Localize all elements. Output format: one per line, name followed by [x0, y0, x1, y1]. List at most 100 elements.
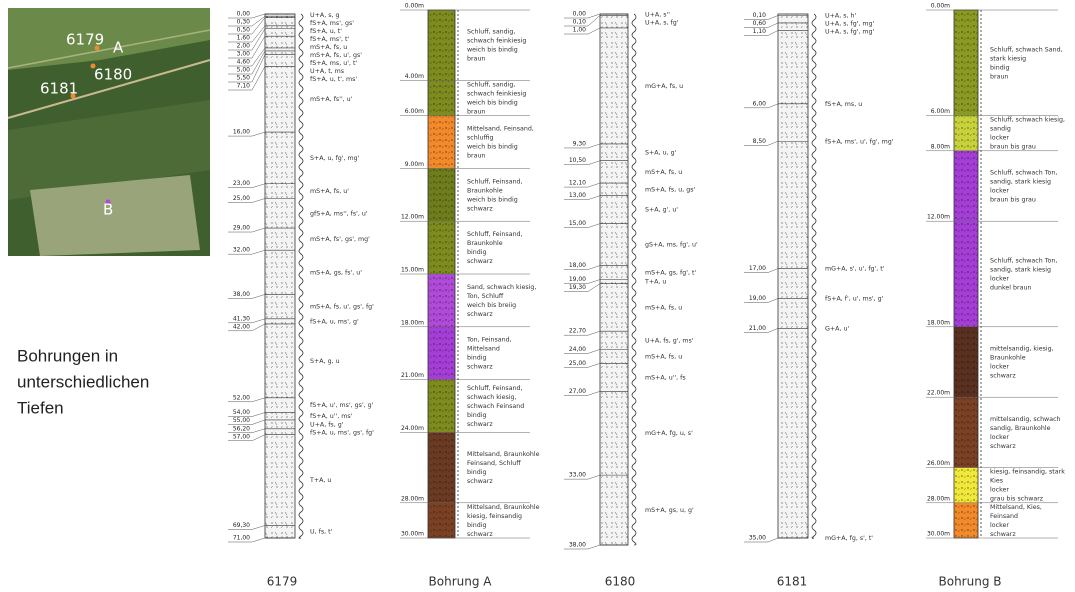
column-name: Bohrung A — [429, 575, 493, 589]
layer-pattern — [954, 327, 978, 397]
depth-label: 38,00 — [569, 542, 586, 549]
layer-pattern — [954, 151, 978, 221]
layer-description: Braunkohle — [467, 187, 503, 194]
layer-description: bindig — [990, 64, 1009, 71]
depth-label: 12,10 — [569, 180, 586, 187]
layer-description: sandig, Braunkohle — [990, 425, 1051, 432]
depth-leader — [252, 538, 265, 542]
depth-label: 55,00 — [233, 417, 250, 424]
depth-leader — [252, 525, 265, 529]
depth-label: 32,00 — [233, 247, 250, 254]
layer-description: schwarz — [467, 478, 493, 485]
layer-description: mS+A, gs, fg', t' — [645, 270, 696, 277]
depth-label: 25,00 — [233, 195, 250, 202]
layer-pattern — [428, 503, 455, 538]
depth-label: 22,70 — [569, 328, 586, 335]
layer-description: Schluff, sandig, — [467, 82, 515, 89]
layer-description: U+A, s, fg', mg' — [825, 28, 875, 35]
depth-leader — [588, 363, 600, 367]
depth-label: 9,30 — [573, 140, 587, 147]
depth-label: 22.00m — [927, 390, 950, 397]
layer-description: mS+A, fs, u', gs', fg' — [310, 304, 374, 311]
depth-leader — [252, 250, 265, 254]
layer-description: schluffig — [467, 135, 494, 142]
depth-label: 69,30 — [233, 522, 250, 529]
depth-label: 41,30 — [233, 315, 250, 322]
layer-description: U+A, s, fg', mg' — [825, 20, 875, 27]
layer-description: locker — [990, 188, 1009, 195]
depth-label: 52,00 — [233, 394, 250, 401]
depth-label: 56,20 — [233, 425, 250, 432]
caption: unterschiedlichen — [17, 372, 149, 391]
depth-leader — [768, 23, 778, 28]
depth-label: 24,00 — [569, 346, 586, 353]
layer-description: Sand, schwach kiesig, — [467, 284, 536, 291]
layer-description: mG+A, fs, u — [645, 83, 683, 90]
layer-description: locker — [990, 434, 1009, 441]
layer-description: locker — [990, 364, 1009, 371]
layer-description: S+A, u, g' — [645, 149, 677, 156]
depth-leader — [768, 30, 778, 35]
layer-pattern — [428, 116, 455, 169]
depth-leader — [252, 324, 265, 331]
depth-label: 0,10 — [753, 12, 767, 19]
layer-description: bindig — [467, 249, 486, 256]
depth-leader — [588, 161, 600, 165]
depth-leader — [588, 183, 600, 187]
layer-description: schwach feinkiesig — [467, 91, 526, 98]
layer-pattern — [428, 168, 455, 221]
layer-description: mS+A, fs', gs', mg' — [310, 236, 370, 243]
depth-label: 0,60 — [753, 20, 767, 27]
layer-description: weich bis bindig — [467, 100, 518, 107]
layer-description: U, fs, t' — [310, 529, 333, 536]
depth-label: 19,00 — [569, 276, 586, 283]
layer-pattern — [428, 10, 455, 80]
layer-description: schwarz — [467, 258, 493, 265]
layer-description: T+A, u — [309, 477, 331, 484]
layer-description: S+A, u, fg', mg' — [310, 155, 360, 162]
layer-description: stark kiesig — [990, 55, 1026, 62]
layer-description: fS+A, ms, u — [825, 101, 862, 108]
layer-description: mG+A, fg, s', t' — [825, 535, 873, 542]
map-label: 6179 — [66, 31, 104, 49]
depth-label: 0.00m — [931, 3, 950, 10]
depth-leader — [768, 298, 778, 302]
depth-label: 7,10 — [237, 83, 251, 90]
depth-leader — [588, 545, 600, 549]
depth-label: 23,00 — [233, 180, 250, 187]
depth-label: 71,00 — [233, 535, 250, 542]
map-label: B — [103, 201, 113, 219]
depth-label: 38,00 — [233, 291, 250, 298]
depth-leader — [588, 475, 600, 479]
layer-description: mS+A, fs'', u' — [310, 96, 353, 103]
layer-description: fS+A, u, ms', gs', fg' — [310, 429, 374, 436]
layer-description: schwarz — [467, 531, 493, 538]
layer-description: fS+A, ms', t' — [310, 36, 349, 43]
depth-label: 28.00m — [401, 495, 424, 502]
wavy-line — [299, 14, 303, 538]
layer-description: G+A, u' — [825, 325, 849, 332]
depth-label: 19,00 — [749, 295, 766, 302]
layer-description: Mittelsand, Kies, — [990, 504, 1042, 511]
depth-label: 42,00 — [233, 323, 250, 330]
layer-description: Feinsand, Schluff — [467, 460, 521, 467]
map-label: 6181 — [40, 80, 78, 98]
layer-description: mS+A, fs, u — [645, 169, 682, 176]
layer-description: bindig — [467, 522, 486, 529]
depth-leader — [588, 391, 600, 395]
layer-description: fS+A, u', ms', gs', g' — [310, 402, 374, 409]
depth-label: 0,10 — [573, 19, 587, 26]
layer-description: schwarz — [467, 421, 493, 428]
layer-description: gS+A, ms, fg', u' — [645, 242, 698, 249]
depth-label: 18,00 — [569, 262, 586, 269]
depth-label: 19,30 — [569, 284, 586, 291]
layer-description: S+A, g, u — [310, 358, 340, 365]
layer-description: mS+A, fs, u', gs' — [310, 52, 362, 59]
layer-description: fS+A, u, t', ms' — [310, 76, 357, 83]
depth-label: 8,50 — [753, 138, 767, 145]
layer-description: Mittelsand, Braunkohle — [467, 504, 540, 511]
layer-description: fS+A, u, ms', g' — [310, 318, 359, 325]
depth-leader — [768, 328, 778, 332]
layer-description: Ton, Schluff — [466, 293, 504, 300]
layer-description: sandig, stark kiesig — [990, 267, 1051, 274]
